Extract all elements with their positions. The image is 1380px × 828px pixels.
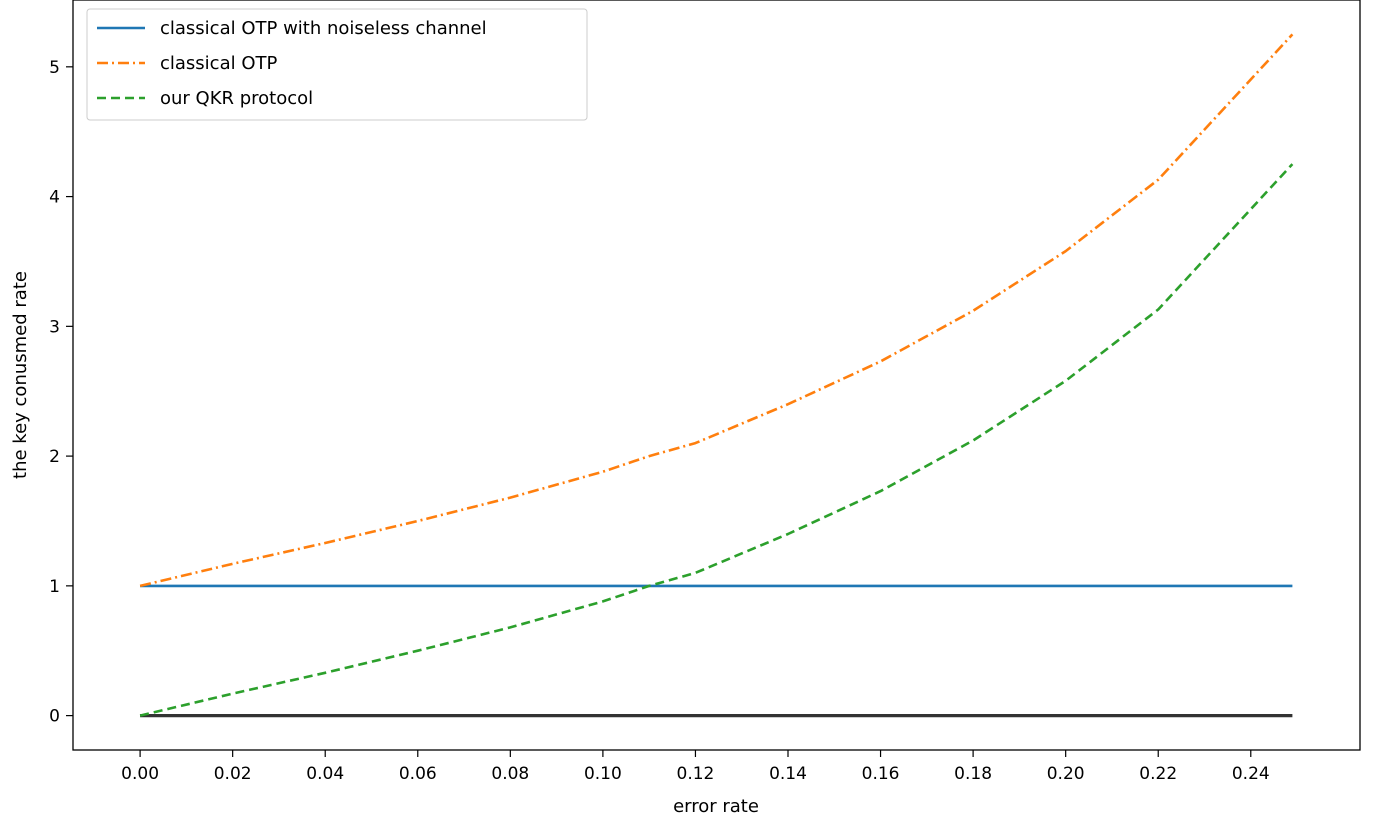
x-tick-label: 0.16 [862,764,900,784]
legend-label-classical-otp: classical OTP [160,53,277,74]
y-tick-label: 4 [49,188,60,208]
plot-frame [72,0,1361,751]
x-tick-label: 0.02 [214,764,252,784]
series-line-classical-otp [139,33,1294,588]
y-tick-label: 0 [49,707,60,727]
y-tick-label: 2 [49,447,60,467]
y-axis-label: the key conusmed rate [10,271,31,479]
x-tick-label: 0.14 [769,764,807,784]
x-tick-label: 0.24 [1232,764,1270,784]
x-tick-label: 0.22 [1139,764,1177,784]
x-tick-label: 0.12 [677,764,715,784]
x-tick-label: 0.18 [954,764,992,784]
series-layer [139,33,1294,718]
x-tick-label: 0.10 [584,764,622,784]
x-axis-label: error rate [673,796,759,817]
x-tick-label: 0.08 [491,764,529,784]
series-line-our-qkr-protocol [139,163,1294,717]
x-tick-label: 0.00 [121,764,159,784]
x-tick-label: 0.20 [1047,764,1085,784]
y-tick-label: 3 [49,317,60,337]
legend: classical OTP with noiseless channel clas… [86,8,588,121]
legend-box [86,8,588,121]
y-axis-ticks: 0 1 2 3 4 5 [49,58,73,727]
x-tick-label: 0.04 [306,764,344,784]
legend-label-classical-otp-with-noiseless-channel: classical OTP with noiseless channel [160,18,487,39]
x-axis-ticks: 0.00 0.02 0.04 0.06 0.08 0.10 0.12 0.14 0.16 0.18… [121,750,1270,784]
legend-label-our-qkr-protocol: our QKR protocol [160,88,313,109]
y-tick-label: 1 [49,577,60,597]
x-tick-label: 0.06 [399,764,437,784]
y-tick-label: 5 [49,58,60,78]
